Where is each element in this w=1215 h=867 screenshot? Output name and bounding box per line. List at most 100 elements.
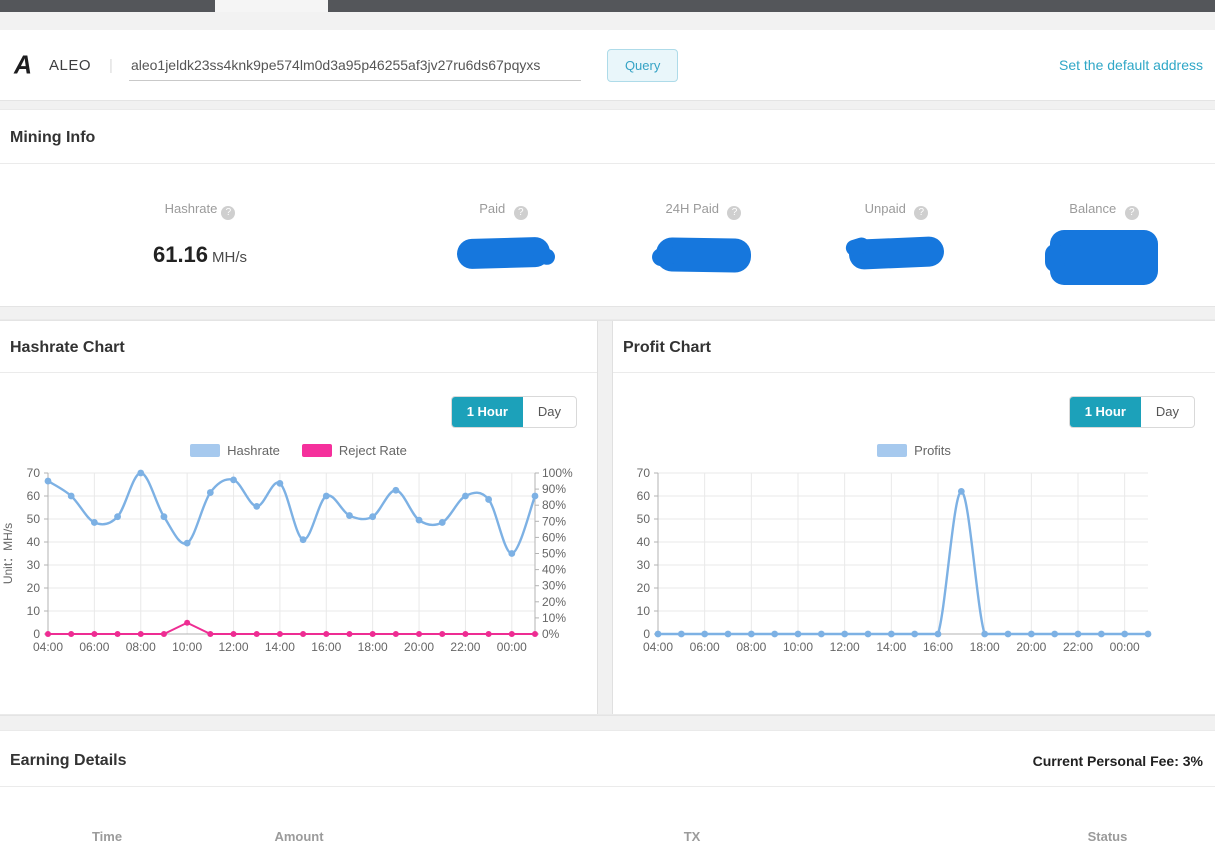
svg-text:16:00: 16:00 [311,640,341,654]
hashrate-number: 61.16 [153,242,208,267]
svg-text:80%: 80% [542,498,566,512]
svg-text:60%: 60% [542,530,566,544]
divider: | [109,57,113,74]
column-tx: TX [384,829,1000,844]
stat-label: Paid [479,201,505,216]
svg-text:60: 60 [637,489,651,503]
legend-label: Reject Rate [339,443,407,458]
svg-text:20:00: 20:00 [1016,640,1046,654]
stat-label: Hashrate [165,201,218,216]
top-window-bar-gap [215,0,328,12]
svg-text:12:00: 12:00 [219,640,249,654]
legend-item-hashrate[interactable]: Hashrate [190,443,280,458]
svg-text:60: 60 [27,489,41,503]
svg-text:40: 40 [637,535,651,549]
svg-text:30%: 30% [542,579,566,593]
svg-text:18:00: 18:00 [970,640,1000,654]
toggle-day[interactable]: Day [1141,397,1194,427]
svg-text:40: 40 [27,535,41,549]
redacted-value-scribble [1050,230,1158,285]
hashrate-unit: MH/s [212,249,247,266]
svg-text:10:00: 10:00 [783,640,813,654]
svg-text:50: 50 [637,512,651,526]
set-default-address-link[interactable]: Set the default address [1059,57,1203,73]
svg-text:20: 20 [27,581,41,595]
help-icon[interactable] [727,206,741,220]
legend-label: Hashrate [227,443,280,458]
toggle-1hour[interactable]: 1 Hour [452,397,523,427]
svg-text:70: 70 [27,466,41,480]
column-status: Status [1000,829,1215,844]
earning-details-section: Earning Details Current Personal Fee: 3%… [0,731,1215,867]
coin-name: ALEO [49,57,91,74]
top-window-bar [0,0,1215,12]
svg-text:08:00: 08:00 [736,640,766,654]
stat-label: Unpaid [865,201,906,216]
address-query-bar: A ALEO | Query Set the default address [0,30,1215,100]
svg-text:100%: 100% [542,466,573,480]
toggle-day[interactable]: Day [523,397,576,427]
svg-text:50: 50 [27,512,41,526]
hashrate-chart-plot[interactable]: 0102030405060700%10%20%30%40%50%60%70%80… [0,464,598,674]
svg-text:Unit：MH/s: Unit：MH/s [1,523,15,584]
legend-swatch [877,444,907,457]
legend-swatch [190,444,220,457]
legend-label: Profits [914,443,951,458]
hashrate-chart-panel: Hashrate Chart 1 Hour Day HashrateReject… [0,321,598,714]
section-separator [0,306,1215,320]
profit-chart-title: Profit Chart [613,321,1215,373]
time-range-toggle: 1 Hour Day [1069,396,1195,428]
svg-text:16:00: 16:00 [923,640,953,654]
mining-stats-row: Hashrate 61.16MH/s Paid 24H Paid Unpaid … [0,164,1215,285]
svg-text:70: 70 [637,466,651,480]
svg-text:06:00: 06:00 [690,640,720,654]
legend-swatch [302,444,332,457]
legend-item-reject-rate[interactable]: Reject Rate [302,443,407,458]
profit-toggle-row: 1 Hour Day [613,373,1215,428]
profit-chart-legend: Profits [613,442,1215,458]
svg-text:20:00: 20:00 [404,640,434,654]
svg-text:06:00: 06:00 [79,640,109,654]
earning-details-title: Earning Details [10,752,126,770]
svg-text:22:00: 22:00 [1063,640,1093,654]
help-icon[interactable] [1125,206,1139,220]
stat-balance: Balance [993,200,1215,285]
stat-label: 24H Paid [666,201,719,216]
svg-text:50%: 50% [542,547,566,561]
redacted-value-scribble [656,237,752,273]
profit-chart-plot[interactable]: 01020304050607004:0006:0008:0010:0012:00… [613,464,1215,674]
personal-fee-text: Current Personal Fee: 3% [1033,753,1203,769]
svg-text:12:00: 12:00 [830,640,860,654]
section-separator [0,715,1215,731]
column-amount: Amount [214,829,384,844]
svg-text:0: 0 [33,627,40,641]
svg-text:30: 30 [27,558,41,572]
svg-text:22:00: 22:00 [450,640,480,654]
address-input[interactable] [129,50,581,81]
redacted-value-scribble [848,236,944,270]
help-icon[interactable] [221,206,235,220]
earning-table-header: Time Amount TX Status [0,787,1215,844]
svg-text:10:00: 10:00 [172,640,202,654]
column-time: Time [0,829,214,844]
top-strip [0,12,1215,30]
svg-text:18:00: 18:00 [358,640,388,654]
svg-text:14:00: 14:00 [876,640,906,654]
legend-item-profits[interactable]: Profits [877,443,951,458]
svg-text:70%: 70% [542,514,566,528]
svg-text:04:00: 04:00 [33,640,63,654]
svg-text:10: 10 [637,604,651,618]
panel-gap [598,321,612,714]
toggle-1hour[interactable]: 1 Hour [1070,397,1141,427]
help-icon[interactable] [914,206,928,220]
section-separator [0,100,1215,110]
svg-text:00:00: 00:00 [497,640,527,654]
svg-text:10%: 10% [542,611,566,625]
help-icon[interactable] [514,206,528,220]
svg-text:0: 0 [643,627,650,641]
mining-info-section: Mining Info Hashrate 61.16MH/s Paid 24H … [0,110,1215,306]
earning-details-header: Earning Details Current Personal Fee: 3% [0,731,1215,787]
svg-text:20: 20 [637,581,651,595]
query-button[interactable]: Query [607,49,678,82]
svg-text:30: 30 [637,558,651,572]
